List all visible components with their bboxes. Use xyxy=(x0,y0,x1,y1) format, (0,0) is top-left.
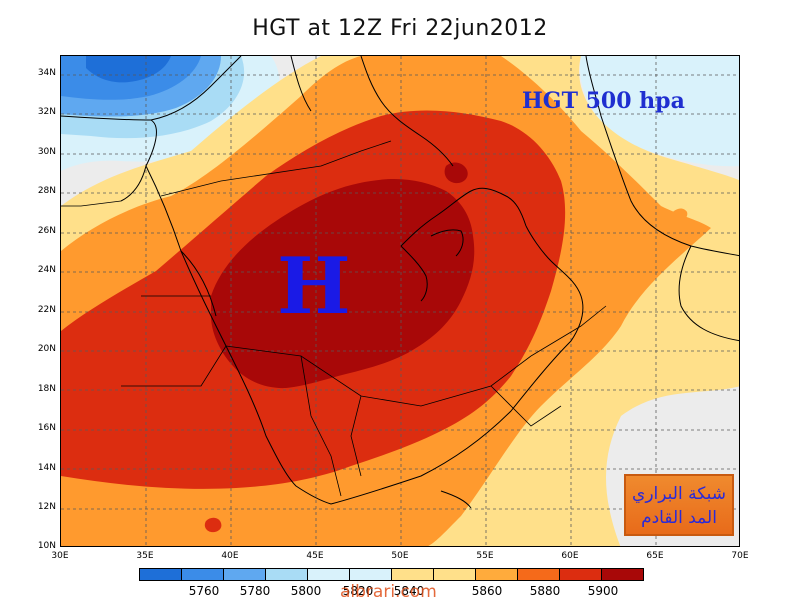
lon-label-60e: 60E xyxy=(561,551,579,561)
lon-label-45e: 45E xyxy=(306,551,324,561)
lon-label-65e: 65E xyxy=(646,551,664,561)
colorbar-label-5800: 5800 xyxy=(290,584,322,598)
lon-label-50e: 50E xyxy=(391,551,409,561)
contour-5920 xyxy=(211,179,475,389)
colorbar xyxy=(139,568,644,581)
lat-label-34n: 34N xyxy=(37,68,56,78)
contour-5760-nw xyxy=(86,56,171,83)
colorbar-swatch xyxy=(223,568,266,581)
country-borders xyxy=(61,140,607,497)
high-pressure-marker: H xyxy=(277,241,351,332)
colorbar-swatch xyxy=(391,568,434,581)
map-panel xyxy=(60,55,740,547)
lon-label-30e: 30E xyxy=(51,551,69,561)
colorbar-swatch xyxy=(433,568,476,581)
coastlines xyxy=(61,56,739,509)
contour-5840-ne xyxy=(580,56,739,167)
height-contour-map xyxy=(61,56,739,546)
lat-label-22n: 22N xyxy=(37,305,56,315)
colorbar-label-5760: 5760 xyxy=(188,584,220,598)
colorbar-swatch xyxy=(475,568,518,581)
map-overlay-title: HGT 500 hpa xyxy=(522,88,685,114)
colorbar-label-5780: 5780 xyxy=(239,584,271,598)
lat-label-20n: 20N xyxy=(37,344,56,354)
contour-5880-spot xyxy=(667,208,688,224)
colorbar-swatch xyxy=(181,568,224,581)
colorbar-swatch xyxy=(601,568,644,581)
colorbar-swatch xyxy=(307,568,350,581)
lon-label-70e: 70E xyxy=(731,551,749,561)
colorbar-label-5880: 5880 xyxy=(529,584,561,598)
colorbar-label-5900: 5900 xyxy=(587,584,619,598)
lat-label-24n: 24N xyxy=(37,265,56,275)
contour-5920-spot xyxy=(444,162,468,184)
lat-label-26n: 26N xyxy=(37,226,56,236)
colorbar-label-5840: 5840 xyxy=(393,584,425,598)
lat-label-30n: 30N xyxy=(37,147,56,157)
lon-label-40e: 40E xyxy=(221,551,239,561)
colorbar-swatch xyxy=(265,568,308,581)
colorbar-swatch xyxy=(517,568,560,581)
lat-label-18n: 18N xyxy=(37,384,56,394)
logo-badge: شبكة البراري المد القادم xyxy=(624,474,734,536)
lon-label-35e: 35E xyxy=(136,551,154,561)
colorbar-swatch xyxy=(349,568,392,581)
lat-label-32n: 32N xyxy=(37,107,56,117)
watermark: albrari.com xyxy=(340,582,437,602)
colorbar-label-5860: 5860 xyxy=(471,584,503,598)
colorbar-swatch xyxy=(559,568,602,581)
lat-label-28n: 28N xyxy=(37,186,56,196)
lat-label-14n: 14N xyxy=(37,463,56,473)
colorbar-label-5820: 5820 xyxy=(342,584,374,598)
lat-label-16n: 16N xyxy=(37,423,56,433)
lat-label-12n: 12N xyxy=(37,502,56,512)
colorbar-swatch xyxy=(139,568,182,581)
contour-5900-spot xyxy=(204,517,222,533)
logo-line-1: شبكة البراري xyxy=(632,484,726,504)
map-title: HGT at 12Z Fri 22jun2012 xyxy=(252,16,548,41)
logo-line-2: المد القادم xyxy=(641,508,717,528)
lon-label-55e: 55E xyxy=(476,551,494,561)
lat-label-10n: 10N xyxy=(37,541,56,551)
